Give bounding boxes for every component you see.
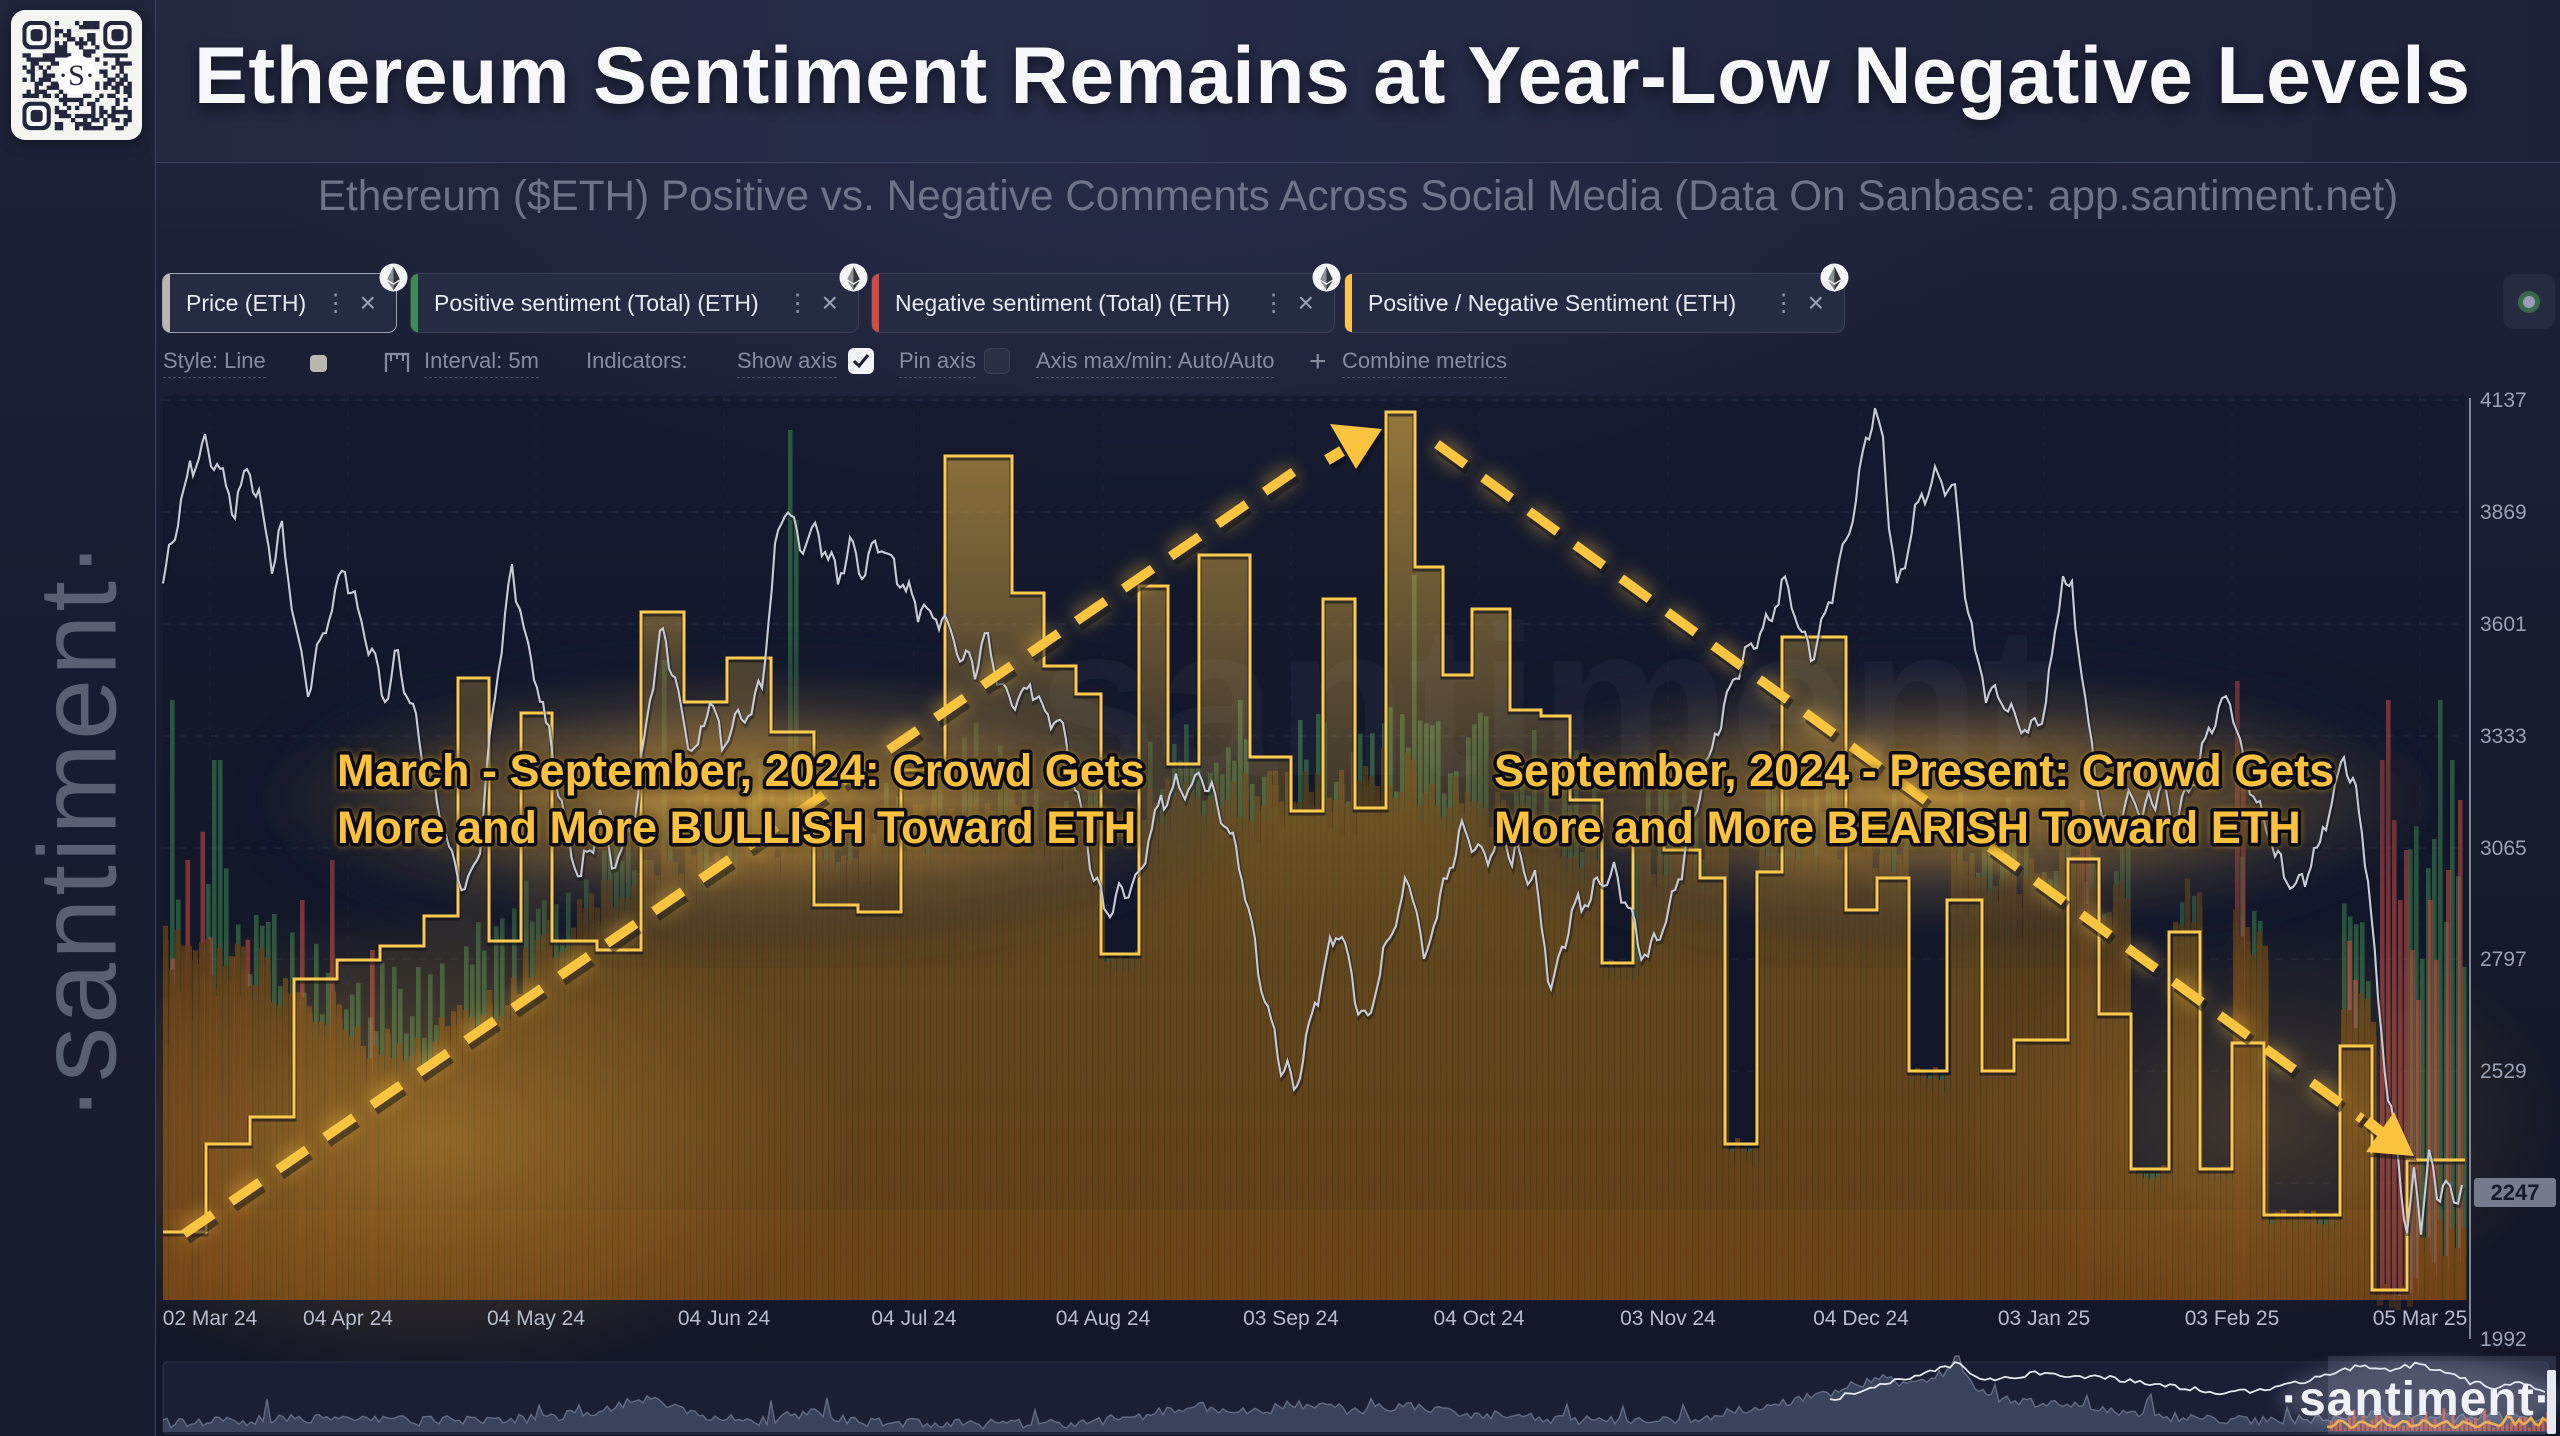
svg-text:04 Jun 24: 04 Jun 24 — [678, 1307, 771, 1330]
svg-text:·santiment·: ·santiment· — [2282, 1373, 2552, 1426]
svg-text:03 Sep 24: 03 Sep 24 — [1243, 1307, 1339, 1330]
svg-text:3601: 3601 — [2480, 613, 2527, 636]
svg-text:More and More BEARISH Toward E: More and More BEARISH Toward ETH — [1494, 802, 2301, 853]
svg-text:03 Feb 25: 03 Feb 25 — [2185, 1307, 2280, 1330]
svg-text:More and More BULLISH Toward E: More and More BULLISH Toward ETH — [337, 802, 1136, 853]
svg-text:santiment: santiment — [1037, 580, 2052, 821]
svg-text:3869: 3869 — [2480, 501, 2527, 524]
svg-text:04 Dec 24: 04 Dec 24 — [1813, 1307, 1909, 1330]
svg-text:March - September, 2024: Crowd: March - September, 2024: Crowd Gets — [337, 745, 1145, 796]
svg-text:04 Jul 24: 04 Jul 24 — [871, 1307, 957, 1330]
svg-text:March - September, 2024: Crowd: March - September, 2024: Crowd Gets — [337, 745, 1145, 796]
svg-text:03 Nov 24: 03 Nov 24 — [1620, 1307, 1716, 1330]
svg-text:03 Jan 25: 03 Jan 25 — [1998, 1307, 2090, 1330]
svg-text:02 Mar 24: 02 Mar 24 — [163, 1307, 258, 1330]
svg-text:2797: 2797 — [2480, 948, 2527, 971]
svg-text:1992: 1992 — [2480, 1328, 2527, 1351]
svg-text:September, 2024 - Present: Cro: September, 2024 - Present: Crowd Gets — [1494, 745, 2334, 796]
svg-text:2247: 2247 — [2491, 1180, 2540, 1205]
svg-text:3065: 3065 — [2480, 837, 2527, 860]
svg-text:05 Mar 25: 05 Mar 25 — [2373, 1307, 2468, 1330]
svg-text:04 Oct 24: 04 Oct 24 — [1433, 1307, 1524, 1330]
svg-text:04 Aug 24: 04 Aug 24 — [1056, 1307, 1151, 1330]
svg-text:3333: 3333 — [2480, 725, 2527, 748]
svg-text:2529: 2529 — [2480, 1060, 2527, 1083]
svg-text:More and More BEARISH Toward E: More and More BEARISH Toward ETH — [1494, 802, 2301, 853]
svg-text:·S·: ·S· — [58, 59, 95, 92]
svg-text:September, 2024 - Present: Cro: September, 2024 - Present: Crowd Gets — [1494, 745, 2334, 796]
svg-text:04 Apr 24: 04 Apr 24 — [303, 1307, 393, 1330]
svg-text:04 May 24: 04 May 24 — [487, 1307, 585, 1330]
svg-text:More and More BULLISH Toward E: More and More BULLISH Toward ETH — [337, 802, 1136, 853]
svg-text:4137: 4137 — [2480, 389, 2527, 412]
